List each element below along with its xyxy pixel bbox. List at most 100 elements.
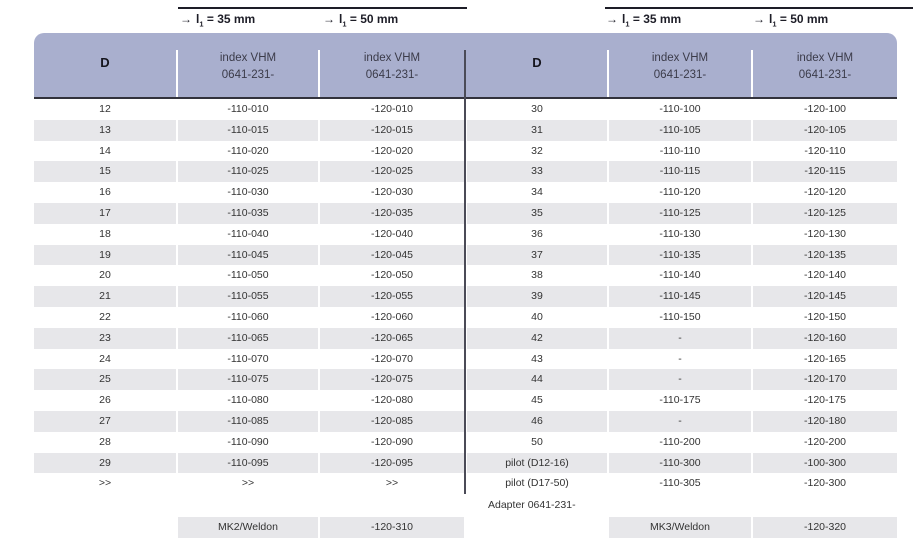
table-row: 12 -110-010 -120-010 [34, 99, 464, 120]
cell-d: 27 [34, 410, 176, 432]
cell-index-50: -120-080 [370, 394, 414, 407]
column-header-index-left-35: index VHM 0641-231- [178, 50, 318, 84]
cell-index-50: -120-075 [320, 369, 464, 391]
cell-d: 29 [34, 452, 176, 474]
index-vhm-label: index VHM [219, 52, 277, 64]
cell-index-35: -110-055 [178, 286, 318, 307]
cell-d: 50 [531, 435, 543, 448]
cell-index-35: -110-080 [227, 394, 269, 407]
cell-index-35: -110-100 [659, 103, 701, 115]
table-row: 25 -110-075 -120-075 [34, 369, 464, 391]
cell-index-35: -110-050 [227, 269, 269, 282]
cell-index-50: -120-090 [370, 435, 414, 448]
cell-d: 20 [99, 269, 111, 282]
table-row: 23 -110-065 -120-065 [34, 327, 464, 349]
cell-index-35: -110-045 [178, 244, 318, 266]
cell-d: 18 [99, 227, 111, 240]
cell-index-50: -120-150 [803, 310, 847, 323]
cell-d: 44 [467, 369, 607, 391]
column-header-index-left-50: index VHM 0641-231- [320, 50, 464, 84]
cell-index-35: - [609, 327, 751, 349]
cell-index-50: -120-160 [753, 327, 897, 349]
cell-index-35: -110-125 [609, 202, 751, 224]
table-row: 50 -110-200 -120-200 [467, 432, 897, 453]
index-vhm-label: index VHM [363, 52, 421, 64]
cell-index-35: -110-020 [227, 144, 269, 157]
cell-d: 35 [467, 202, 607, 224]
cell-index-35: -110-010 [227, 103, 269, 115]
index-vhm-label: index VHM [651, 52, 709, 64]
cell-index-50: -120-100 [803, 103, 847, 115]
cell-d: 19 [34, 244, 176, 266]
table-divider-line [464, 50, 466, 494]
cell-d: 21 [34, 286, 176, 307]
header-column-separator [176, 50, 178, 97]
length-value: = 35 mm [629, 12, 682, 26]
table-row: 43 - -120-165 [467, 349, 897, 370]
header-column-separator [751, 50, 753, 97]
arrow-right-icon: → [180, 12, 192, 26]
table-row: 14 -110-020 -120-020 [34, 141, 464, 162]
cell-index-50: -120-105 [753, 119, 897, 141]
column-header-index-right-50: index VHM 0641-231- [753, 50, 897, 84]
cell-index-50: -120-170 [753, 369, 897, 391]
cell-index-50: -120-040 [370, 227, 414, 240]
cell-index-50: -120-125 [753, 202, 897, 224]
table-row: 17 -110-035 -120-035 [34, 202, 464, 224]
cell-index-35: -110-150 [659, 310, 701, 323]
cell-d: 16 [99, 186, 111, 199]
cell-d: 24 [99, 352, 111, 365]
table-row: 36 -110-130 -120-130 [467, 224, 897, 245]
table-row: 29 -110-095 -120-095 [34, 452, 464, 474]
length-subscript: 1 [625, 19, 630, 29]
length-subscript: 1 [772, 19, 777, 29]
cell-index-35: -110-130 [659, 227, 701, 240]
cell-index-50: -120-060 [370, 310, 414, 323]
cell-index-50: -120-095 [320, 452, 464, 474]
table-row: 34 -110-120 -120-120 [467, 182, 897, 203]
cell-index-50: -120-135 [753, 244, 897, 266]
cell-d: 13 [34, 119, 176, 141]
cell-index-35: -110-075 [178, 369, 318, 391]
cell-d: 26 [99, 394, 111, 407]
length-label-right-35mm: → l1 = 35 mm [606, 12, 681, 28]
cell-d: pilot (D12-16) [467, 452, 607, 474]
cell-d: 22 [99, 310, 111, 323]
cell-d: 40 [531, 310, 543, 323]
cell-index-50: -120-070 [370, 352, 414, 365]
cell-index-35: -110-060 [227, 310, 269, 323]
header-column-separator [607, 50, 609, 97]
cell-index-35: -110-025 [178, 161, 318, 183]
cell-index-50: -120-130 [803, 227, 847, 240]
length-subscript: 1 [199, 19, 204, 29]
arrow-right-icon: → [323, 12, 335, 26]
table-row: 26 -110-080 -120-080 [34, 390, 464, 411]
cell-index-35: -110-105 [609, 119, 751, 141]
table-right-rows: 30 -110-100 -120-100 31 -110-105 -120-105 32 -1… [467, 99, 897, 494]
cell-index-50: -120-180 [753, 410, 897, 432]
top-rule-right [605, 7, 913, 9]
table-row: 44- -120-170 [467, 369, 897, 391]
cell-index-50: -120-035 [320, 202, 464, 224]
table-row: 15 -110-025 -120-025 [34, 161, 464, 183]
cell-index-50: -120-175 [803, 394, 847, 407]
table-row: 31 -110-105 -120-105 [467, 119, 897, 141]
index-prefix-label: 0641-231- [221, 69, 275, 81]
column-header-index-right-35: index VHM 0641-231- [609, 50, 751, 84]
table-row: 24 -110-070 -120-070 [34, 349, 464, 370]
table-row: pilot (D12-16) -110-300 -100-300 [467, 452, 897, 474]
cell-index-50: -120-025 [320, 161, 464, 183]
table-row: 32 -110-110 -120-110 [467, 141, 897, 162]
cell-index-50: -120-085 [320, 410, 464, 432]
cell-index-35: -110-175 [659, 394, 701, 407]
cell-index-35: -110-300 [609, 452, 751, 474]
cell-index-50: -120-165 [803, 352, 847, 365]
cell-index-50: -120-065 [320, 327, 464, 349]
cell-d: 38 [531, 269, 543, 282]
table-row: 35 -110-125 -120-125 [467, 202, 897, 224]
cell-d: 34 [531, 186, 543, 199]
cell-index-35: -110-070 [227, 352, 269, 365]
column-header-d-left: D [100, 55, 110, 70]
length-label-left-35mm: → l1 = 35 mm [180, 12, 255, 28]
index-prefix-label: 0641-231- [653, 69, 707, 81]
